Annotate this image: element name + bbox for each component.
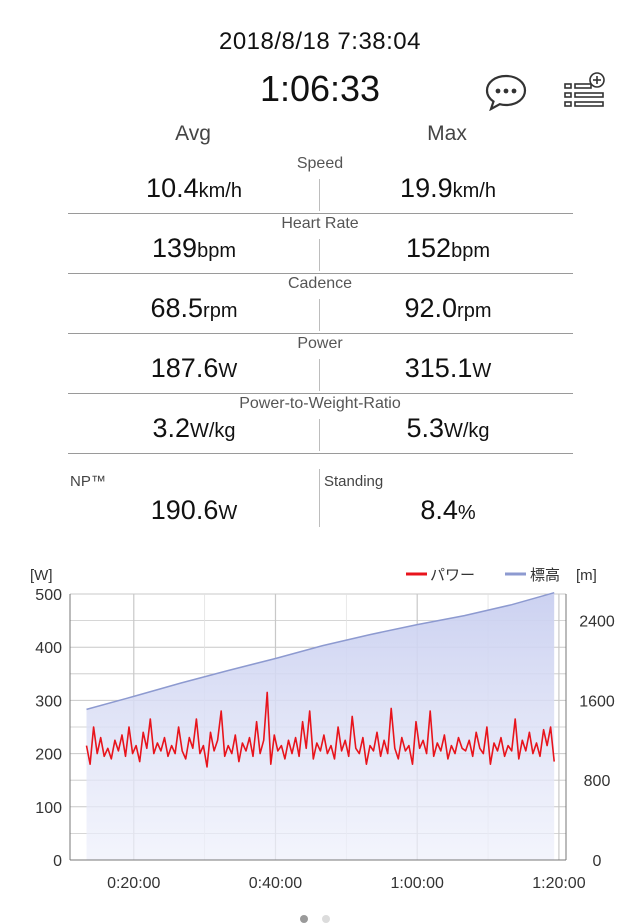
np-standing-block: NP™ 190.6W Standing 8.4% bbox=[0, 469, 640, 529]
legend-elevation-label: 標高 bbox=[530, 567, 560, 584]
column-divider bbox=[319, 299, 320, 331]
page-dot-active[interactable] bbox=[300, 915, 308, 923]
y-left-tick-label: 300 bbox=[35, 693, 62, 710]
np-label: NP™ bbox=[70, 473, 106, 490]
page-indicator[interactable] bbox=[296, 913, 346, 923]
x-tick-label: 0:20:00 bbox=[107, 875, 160, 892]
metric-max-value: 152bpm bbox=[406, 233, 490, 263]
metric-avg-value: 3.2W/kg bbox=[152, 413, 236, 443]
y-right-unit-label: [m] bbox=[576, 567, 597, 584]
x-tick-label: 1:00:00 bbox=[391, 875, 444, 892]
y-left-tick-label: 100 bbox=[35, 800, 62, 817]
y-right-tick-label: 2400 bbox=[579, 614, 615, 631]
legend-power-label: パワー bbox=[430, 567, 475, 584]
y-left-tick-label: 400 bbox=[35, 640, 62, 657]
np-value: 190.6W bbox=[150, 495, 238, 525]
standing-label: Standing bbox=[324, 473, 384, 490]
row-divider bbox=[68, 213, 573, 214]
metric-label: Power-to-Weight-Ratio bbox=[239, 395, 401, 412]
y-right-tick-label: 1600 bbox=[579, 693, 615, 710]
list-add-icon bbox=[564, 72, 605, 107]
metric-label: Power bbox=[297, 335, 343, 352]
column-divider bbox=[319, 469, 320, 527]
y-left-tick-label: 500 bbox=[35, 587, 62, 604]
row-divider bbox=[68, 273, 573, 274]
metric-max-value: 92.0rpm bbox=[404, 293, 492, 323]
column-divider bbox=[319, 179, 320, 211]
row-divider bbox=[68, 393, 573, 394]
page-dot[interactable] bbox=[322, 915, 330, 923]
y-left-tick-label: 200 bbox=[35, 747, 62, 764]
column-divider bbox=[319, 239, 320, 271]
y-left-tick-label: 0 bbox=[53, 853, 62, 870]
x-tick-label: 0:40:00 bbox=[249, 875, 302, 892]
comment-button[interactable] bbox=[482, 70, 530, 114]
standing-value: 8.4% bbox=[420, 495, 476, 525]
metric-avg-value: 139bpm bbox=[152, 233, 236, 263]
metric-avg-value: 68.5rpm bbox=[150, 293, 238, 323]
metric-max-value: 315.1W bbox=[404, 353, 492, 383]
column-divider bbox=[319, 359, 320, 391]
metric-max-value: 5.3W/kg bbox=[406, 413, 490, 443]
list-add-button[interactable] bbox=[560, 70, 608, 114]
elevation-line bbox=[86, 591, 555, 711]
row-divider bbox=[68, 333, 573, 334]
duration-label: 1:06:33 bbox=[259, 68, 381, 109]
power-elevation-chart[interactable]: 0 100 200 300 400 500 0 800 1600 2400 0:20:00 0:40:… bbox=[0, 560, 640, 900]
elevation-area bbox=[86, 592, 555, 860]
datetime-label: 2018/8/18 7:38:04 bbox=[218, 28, 421, 55]
y-right-tick-label: 0 bbox=[593, 853, 602, 870]
max-column-header: Max bbox=[427, 122, 467, 145]
y-left-unit-label: [W] bbox=[30, 567, 53, 584]
column-divider bbox=[319, 419, 320, 451]
metric-label: Cadence bbox=[287, 275, 353, 292]
chart-svg[interactable]: 0 100 200 300 400 500 0 800 1600 2400 0:20:00 0:40:… bbox=[0, 560, 640, 900]
avg-column-header: Avg bbox=[175, 122, 211, 145]
metric-avg-value: 187.6W bbox=[150, 353, 238, 383]
metric-avg-value: 10.4km/h bbox=[146, 173, 242, 203]
row-divider bbox=[68, 453, 573, 454]
metric-label: Heart Rate bbox=[281, 215, 359, 232]
y-right-tick-label: 800 bbox=[584, 773, 611, 790]
power-line bbox=[85, 691, 555, 768]
x-tick-label: 1:20:00 bbox=[532, 875, 585, 892]
metric-max-value: 19.9km/h bbox=[400, 173, 496, 203]
comment-bubble-icon bbox=[485, 74, 527, 111]
metric-label: Speed bbox=[296, 155, 344, 172]
